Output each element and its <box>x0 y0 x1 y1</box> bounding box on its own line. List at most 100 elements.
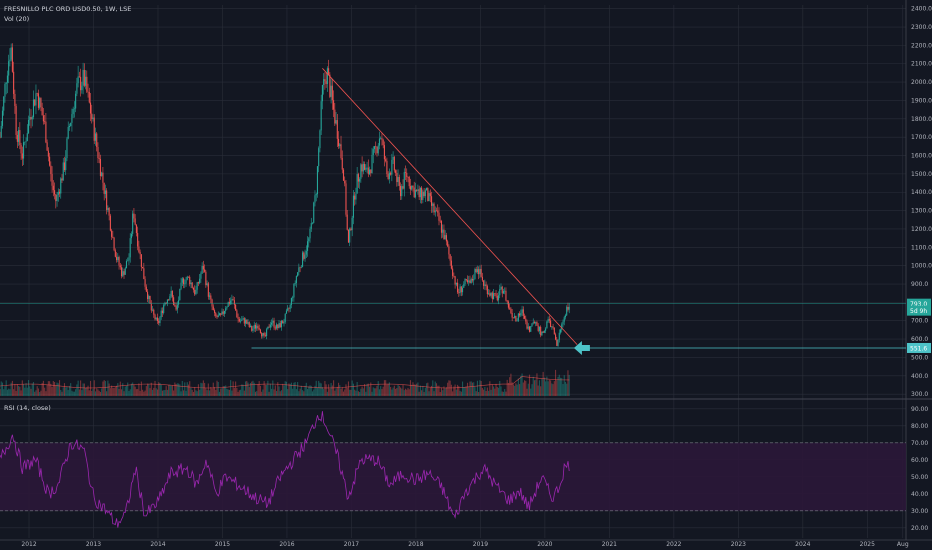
price-candle <box>165 302 167 304</box>
price-candle <box>284 313 286 322</box>
volume-bar <box>143 391 145 396</box>
price-candle <box>521 309 523 313</box>
volume-bar <box>72 391 74 396</box>
volume-bar <box>70 383 72 396</box>
volume-bar <box>434 381 436 396</box>
price-candle <box>506 300 508 302</box>
volume-bar <box>122 383 124 396</box>
price-candle <box>201 265 203 274</box>
price-candle <box>377 145 379 154</box>
price-candle <box>555 334 557 340</box>
price-candle <box>166 299 168 304</box>
volume-bar <box>562 384 564 396</box>
volume-bar <box>326 391 328 396</box>
volume-bar <box>101 388 103 396</box>
price-candle <box>9 59 11 62</box>
price-candle <box>35 93 37 106</box>
price-candle <box>40 98 42 107</box>
volume-bar <box>246 380 248 396</box>
price-candle <box>381 138 383 140</box>
volume-bar <box>423 391 425 396</box>
volume-bar <box>98 390 100 396</box>
price-candle <box>509 307 511 309</box>
price-candle <box>526 321 528 329</box>
price-candle <box>435 210 438 212</box>
volume-bar <box>309 385 311 396</box>
volume-bar <box>547 381 549 396</box>
volume-bar <box>533 380 536 396</box>
price-candle <box>376 146 378 154</box>
price-candle <box>173 297 175 306</box>
price-candle <box>566 306 568 316</box>
volume-bar <box>540 386 542 396</box>
x-tick-label: 2024 <box>795 541 810 548</box>
volume-bar <box>158 382 160 396</box>
price-candle <box>458 292 460 294</box>
price-candle <box>156 317 159 321</box>
price-candle <box>391 159 393 175</box>
volume-bar <box>556 380 558 396</box>
volume-bar <box>303 391 305 396</box>
volume-bar <box>182 390 185 396</box>
volume-bar <box>184 382 186 396</box>
price-candle <box>258 328 260 330</box>
price-candle <box>140 254 142 267</box>
volume-bar <box>139 390 141 396</box>
volume-bar <box>119 381 121 396</box>
volume-bar <box>125 386 128 396</box>
volume-bar <box>134 386 136 396</box>
price-candle <box>155 317 157 320</box>
volume-bar <box>179 384 181 396</box>
price-candle <box>365 167 367 170</box>
price-candle <box>402 186 404 189</box>
volume-bar <box>429 387 431 396</box>
volume-bar <box>357 391 359 396</box>
volume-bar <box>196 391 198 396</box>
price-candle <box>323 79 325 85</box>
volume-bar <box>412 382 414 396</box>
price-candle <box>418 189 420 198</box>
volume-bar <box>331 385 333 396</box>
volume-bar <box>524 380 526 396</box>
volume-bar <box>37 388 39 396</box>
price-candle <box>299 267 301 269</box>
volume-bar <box>256 391 258 396</box>
volume-bar <box>207 383 209 396</box>
volume-bar <box>35 390 37 396</box>
price-candle <box>313 202 315 223</box>
price-candle <box>112 236 114 238</box>
volume-bar <box>18 386 20 396</box>
price-candle <box>184 283 186 285</box>
price-candle <box>318 148 320 167</box>
price-candle <box>557 339 559 346</box>
price-candle <box>251 325 253 331</box>
price-candle <box>485 284 487 287</box>
volume-bar <box>258 381 260 396</box>
volume-bar <box>9 389 11 396</box>
price-candle <box>548 319 550 321</box>
price-candle <box>223 310 226 314</box>
price-candle <box>465 279 467 281</box>
price-candle <box>386 160 388 175</box>
volume-bar <box>432 380 434 396</box>
price-candle <box>370 169 372 174</box>
volume-bar <box>86 387 88 396</box>
price-candle <box>514 315 516 318</box>
price-candle <box>295 276 297 284</box>
volume-bar <box>526 388 528 396</box>
price-candle <box>562 321 564 325</box>
price-candle <box>289 304 291 309</box>
volume-bar <box>566 383 568 396</box>
volume-bar <box>421 390 423 396</box>
volume-bar <box>56 382 58 396</box>
volume-bar <box>3 389 5 396</box>
price-candle <box>252 328 254 331</box>
volume-bar <box>118 388 120 396</box>
volume-bar <box>147 383 149 396</box>
volume-bar <box>176 383 178 396</box>
price-candle <box>89 102 92 114</box>
volume-bar <box>236 388 238 396</box>
price-candle <box>324 79 326 82</box>
volume-bar <box>89 380 92 396</box>
